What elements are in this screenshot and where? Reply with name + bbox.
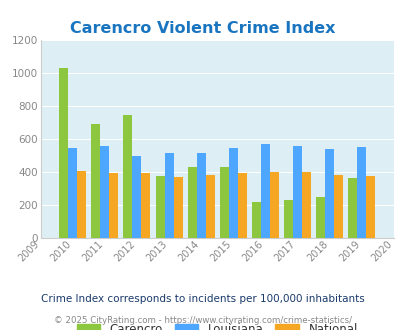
Bar bbox=[205, 175, 214, 238]
Bar bbox=[365, 176, 374, 238]
Bar bbox=[196, 152, 205, 238]
Bar bbox=[77, 171, 86, 238]
Bar bbox=[347, 178, 356, 238]
Bar bbox=[333, 175, 342, 238]
Legend: Carencro, Louisiana, National: Carencro, Louisiana, National bbox=[72, 319, 362, 330]
Bar bbox=[91, 124, 100, 238]
Bar bbox=[219, 167, 228, 238]
Bar bbox=[141, 173, 150, 238]
Bar bbox=[164, 153, 173, 238]
Bar bbox=[228, 148, 237, 238]
Bar bbox=[284, 200, 292, 238]
Bar bbox=[123, 115, 132, 238]
Bar bbox=[100, 146, 109, 238]
Bar bbox=[68, 148, 77, 238]
Bar bbox=[356, 147, 365, 238]
Text: Carencro Violent Crime Index: Carencro Violent Crime Index bbox=[70, 21, 335, 36]
Bar bbox=[301, 172, 310, 238]
Bar bbox=[109, 173, 118, 238]
Text: Crime Index corresponds to incidents per 100,000 inhabitants: Crime Index corresponds to incidents per… bbox=[41, 294, 364, 304]
Text: © 2025 CityRating.com - https://www.cityrating.com/crime-statistics/: © 2025 CityRating.com - https://www.city… bbox=[54, 316, 351, 325]
Bar bbox=[237, 173, 246, 238]
Bar bbox=[155, 176, 164, 238]
Bar bbox=[173, 177, 182, 238]
Bar bbox=[292, 146, 301, 238]
Bar bbox=[59, 68, 68, 238]
Bar bbox=[315, 197, 324, 238]
Bar bbox=[324, 148, 333, 238]
Bar bbox=[132, 156, 141, 238]
Bar bbox=[260, 145, 269, 238]
Bar bbox=[187, 167, 196, 238]
Bar bbox=[269, 172, 278, 238]
Bar bbox=[251, 202, 260, 238]
